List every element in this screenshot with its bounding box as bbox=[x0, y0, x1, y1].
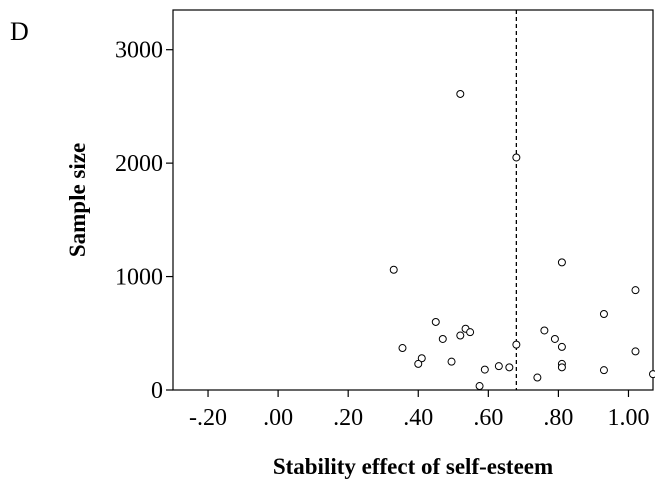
data-point bbox=[505, 363, 514, 372]
x-tick-label: .20 bbox=[333, 405, 363, 431]
y-tick-label: 3000 bbox=[115, 38, 163, 64]
data-point bbox=[456, 331, 465, 340]
data-point bbox=[466, 328, 475, 337]
y-axis-ticks: 0 1000 2000 3000 bbox=[115, 38, 173, 404]
data-point bbox=[550, 334, 559, 343]
data-point bbox=[398, 344, 407, 353]
data-point bbox=[438, 334, 447, 343]
panel-label: D bbox=[10, 17, 29, 46]
x-tick-label: .80 bbox=[543, 405, 573, 431]
y-tick-label: 1000 bbox=[115, 265, 163, 291]
data-point bbox=[494, 362, 503, 371]
data-point bbox=[389, 265, 398, 274]
data-point bbox=[557, 342, 566, 351]
x-tick-label: .00 bbox=[263, 405, 293, 431]
x-tick-label: -.20 bbox=[189, 405, 227, 431]
data-point bbox=[649, 370, 655, 379]
x-axis-title: Stability effect of self-esteem bbox=[273, 454, 553, 479]
data-point bbox=[512, 340, 521, 349]
x-tick-label: .40 bbox=[403, 405, 433, 431]
data-point bbox=[631, 286, 640, 295]
data-point bbox=[557, 363, 566, 372]
x-tick-label: .60 bbox=[473, 405, 503, 431]
data-point bbox=[447, 357, 456, 366]
data-point bbox=[475, 382, 484, 391]
data-points bbox=[389, 89, 655, 391]
x-tick-label: 1.00 bbox=[607, 405, 649, 431]
plot-border bbox=[172, 9, 654, 391]
data-point bbox=[533, 373, 542, 382]
data-point bbox=[431, 317, 440, 326]
plot-area bbox=[172, 9, 654, 391]
x-axis-ticks: -.20 .00 .20 .40 .60 .80 1.00 bbox=[189, 390, 649, 431]
y-tick-label: 0 bbox=[151, 378, 163, 404]
y-axis-title: Sample size bbox=[65, 143, 90, 257]
data-point bbox=[631, 347, 640, 356]
data-point bbox=[599, 310, 608, 318]
y-tick-label: 2000 bbox=[115, 151, 163, 177]
data-point bbox=[456, 89, 465, 98]
data-point bbox=[417, 354, 426, 363]
data-point bbox=[480, 365, 489, 374]
data-point bbox=[540, 326, 549, 335]
data-point bbox=[512, 153, 521, 162]
data-point bbox=[599, 366, 608, 375]
data-point bbox=[414, 359, 423, 368]
data-point bbox=[557, 258, 566, 267]
